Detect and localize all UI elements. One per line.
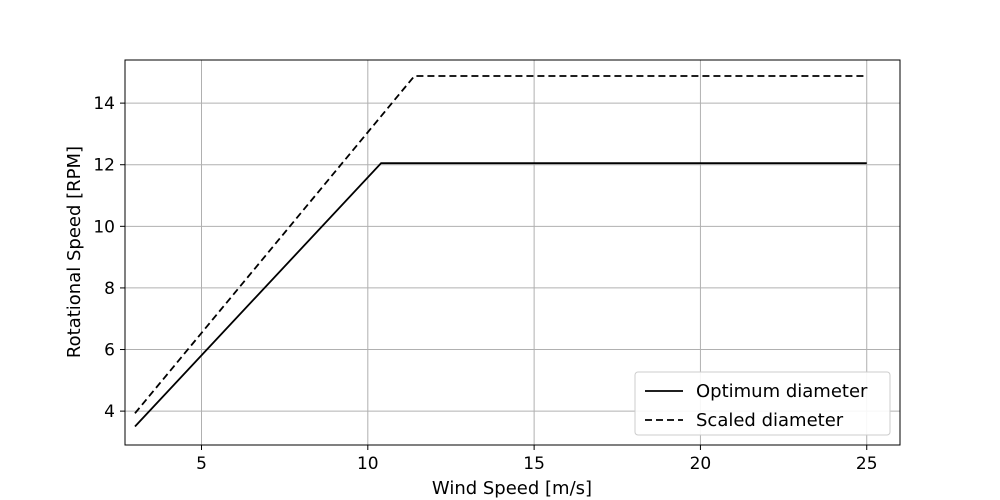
y-tick-label: 10	[93, 217, 115, 237]
x-tick-label: 5	[196, 454, 207, 474]
y-tick-label: 8	[104, 279, 115, 299]
legend-label: Optimum diameter	[696, 381, 868, 402]
series-line-scaled-diameter	[134, 75, 867, 414]
x-axis-label: Wind Speed [m/s]	[432, 478, 592, 499]
y-tick-label: 14	[93, 94, 115, 114]
y-tick-label: 4	[104, 402, 115, 422]
y-tick-label: 6	[104, 341, 115, 361]
legend-box	[634, 371, 891, 436]
y-tick-label: 12	[93, 156, 115, 176]
legend: Optimum diameter Scaled diameter	[634, 371, 891, 436]
plot-frame	[124, 59, 901, 446]
x-tick-label: 10	[357, 454, 379, 474]
series-line-optimum-diameter	[134, 162, 867, 428]
x-tick-label: 20	[690, 454, 712, 474]
y-axis-label: Rotational Speed [RPM]	[64, 146, 85, 358]
x-tick-label: 25	[856, 454, 878, 474]
legend-label: Scaled diameter	[696, 410, 844, 431]
x-tick-label: 15	[523, 454, 545, 474]
grid	[125, 60, 900, 445]
ticks: 5 10 15 20 25 4 6 8 10 12 14	[93, 94, 877, 474]
series-layer	[134, 75, 867, 428]
